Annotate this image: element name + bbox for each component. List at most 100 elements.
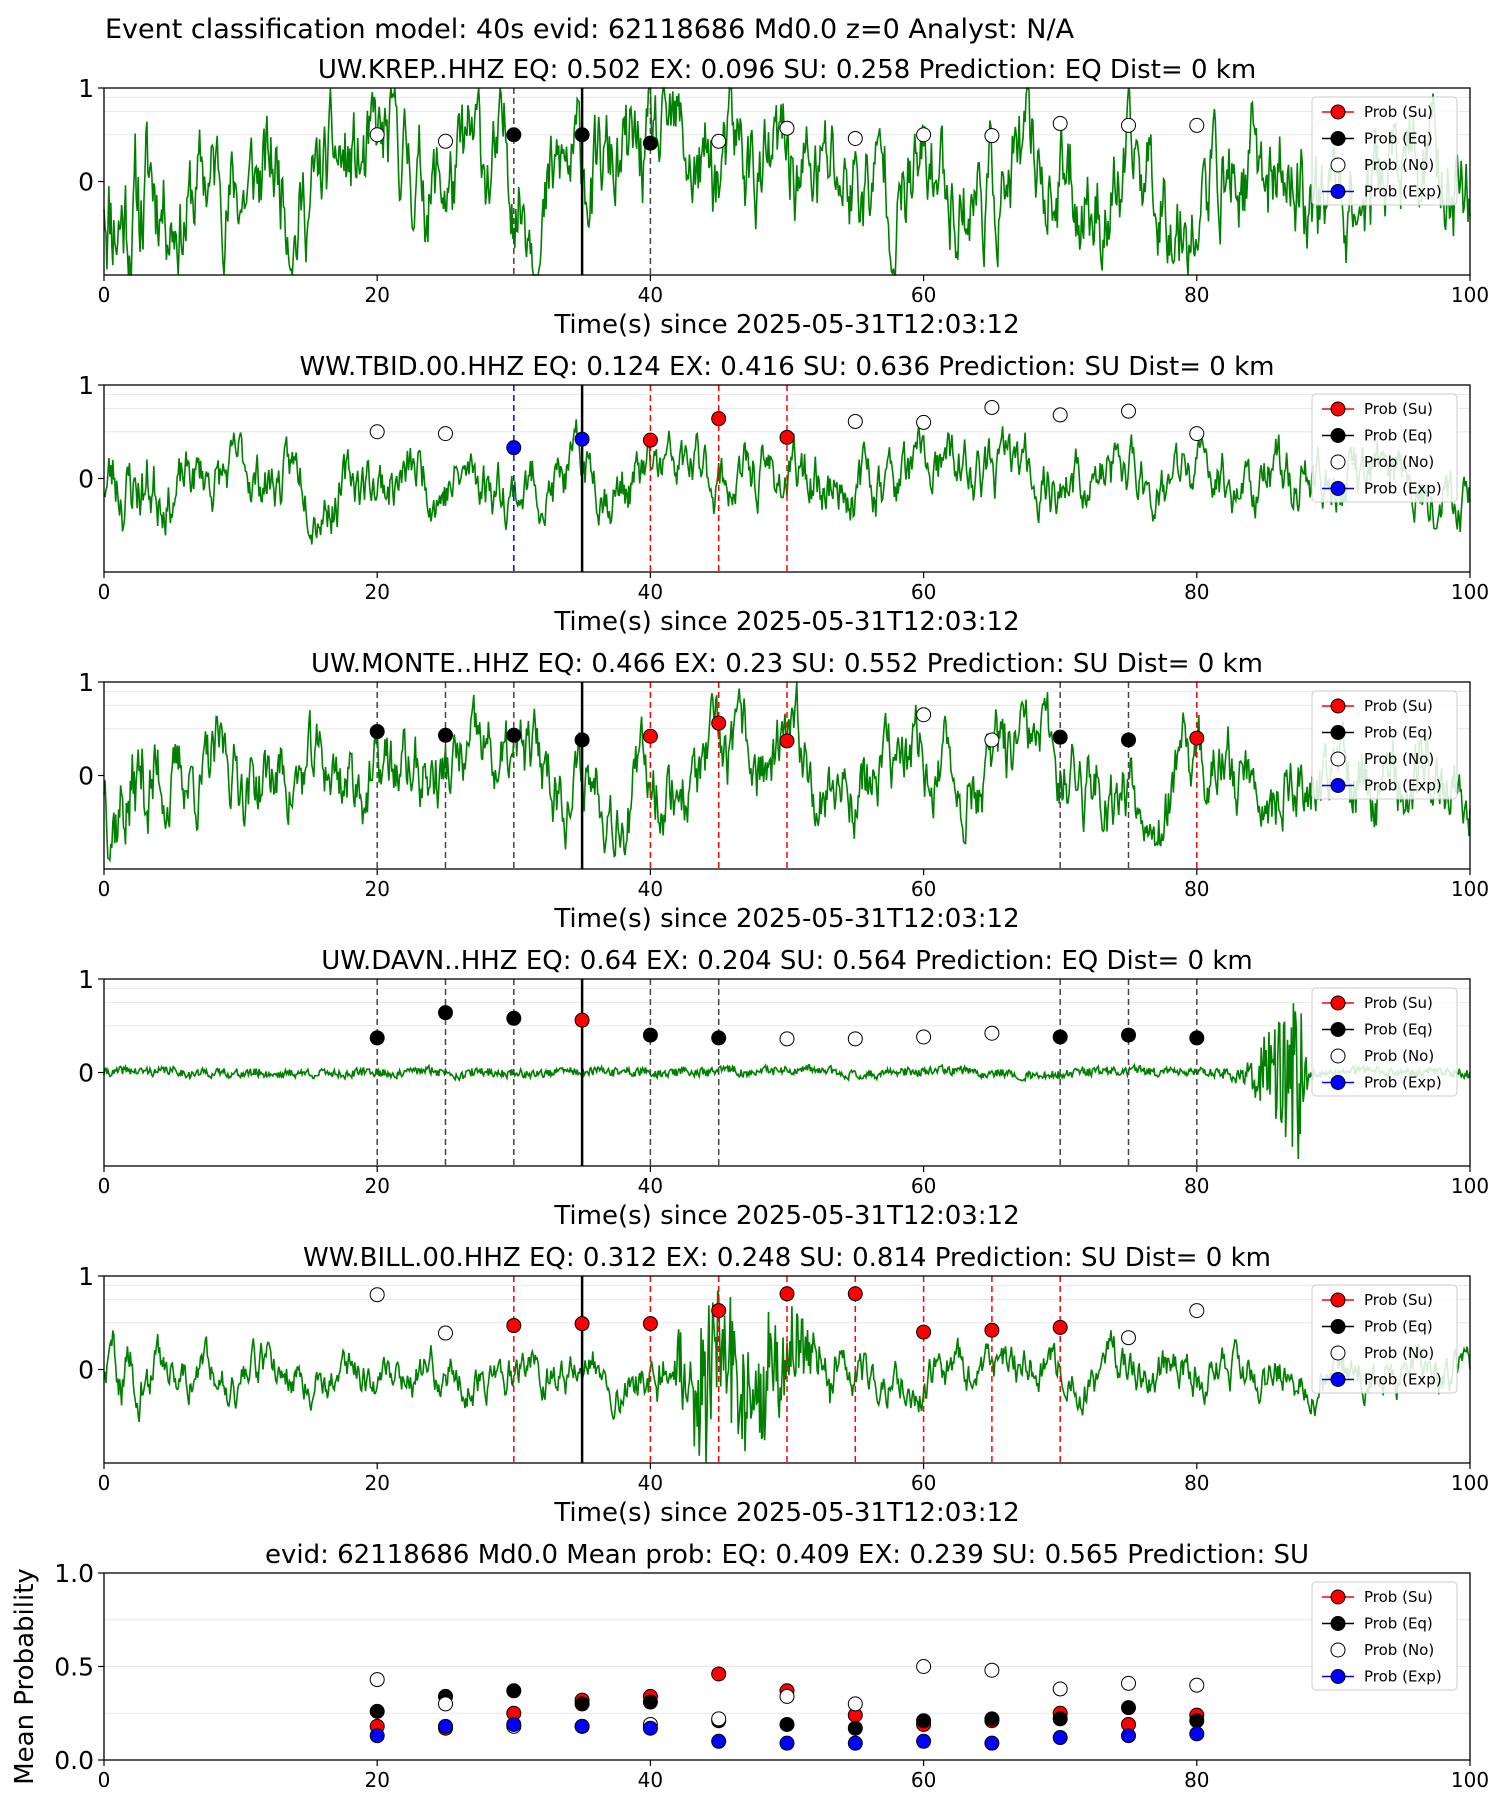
mean-point-no bbox=[711, 1711, 727, 1727]
y-tick-label: 0 bbox=[78, 168, 94, 197]
legend-label-no: Prob (No) bbox=[1364, 1047, 1434, 1065]
prob-point-no bbox=[847, 413, 863, 429]
mean-point-eq bbox=[847, 1720, 863, 1736]
x-tick-label: 0 bbox=[98, 1174, 111, 1198]
legend-marker-eq bbox=[1330, 725, 1346, 740]
legend-marker-su bbox=[1330, 1292, 1346, 1308]
prob-point-no bbox=[779, 1031, 795, 1047]
legend-marker-eq bbox=[1330, 1319, 1346, 1334]
prob-point-eq bbox=[642, 135, 658, 151]
prob-point-su bbox=[847, 1286, 863, 1302]
prob-point-su bbox=[711, 715, 727, 731]
prob-point-exp bbox=[574, 431, 590, 447]
x-tick-label: 20 bbox=[364, 283, 389, 307]
mean-point-exp bbox=[711, 1733, 727, 1749]
x-tick-label: 0 bbox=[98, 877, 111, 901]
mean-point-no bbox=[984, 1662, 1000, 1678]
x-tick-label: 80 bbox=[1184, 1174, 1209, 1198]
y-tick-label: 1 bbox=[78, 668, 94, 697]
mean-point-exp bbox=[916, 1733, 932, 1749]
x-tick-label: 60 bbox=[911, 1174, 936, 1198]
x-tick-label: 20 bbox=[364, 1768, 389, 1792]
legend-marker-eq bbox=[1330, 428, 1346, 443]
mean-point-eq bbox=[1121, 1700, 1136, 1716]
prob-point-su bbox=[574, 1316, 590, 1332]
prob-point-no bbox=[984, 399, 1000, 415]
prob-point-eq bbox=[1121, 732, 1136, 748]
x-tick-label: 40 bbox=[638, 1471, 663, 1495]
prob-point-no bbox=[1189, 426, 1205, 442]
legend-label-exp: Prob (Exp) bbox=[1364, 1668, 1442, 1686]
legend-marker-no bbox=[1330, 1345, 1346, 1361]
prob-point-no bbox=[847, 130, 863, 146]
x-tick-label: 0 bbox=[98, 1768, 111, 1792]
waveform-trace bbox=[103, 1290, 1471, 1464]
mean-point-eq bbox=[369, 1703, 385, 1719]
prob-point-no bbox=[847, 1031, 863, 1047]
prob-point-eq bbox=[1052, 1029, 1068, 1045]
x-tick-label: 60 bbox=[911, 877, 936, 901]
prob-point-su bbox=[1052, 1319, 1068, 1335]
x-tick-label: 0 bbox=[98, 1471, 111, 1495]
mean-point-eq bbox=[506, 1683, 522, 1699]
prob-point-no bbox=[1189, 1303, 1205, 1319]
prob-point-no bbox=[1121, 1330, 1136, 1346]
prob-point-eq bbox=[369, 1030, 385, 1046]
prob-point-eq bbox=[1121, 1027, 1136, 1043]
x-tick-label: 80 bbox=[1184, 1471, 1209, 1495]
prob-point-no bbox=[1052, 116, 1068, 132]
x-tick-label: 20 bbox=[364, 1471, 389, 1495]
waveform-trace bbox=[103, 1003, 1471, 1160]
x-tick-label: 60 bbox=[911, 580, 936, 604]
prob-point-eq bbox=[506, 727, 522, 743]
legend-label-su: Prob (Su) bbox=[1364, 1588, 1433, 1606]
prob-point-su bbox=[779, 429, 795, 445]
x-tick-label: 100 bbox=[1451, 283, 1489, 307]
prob-point-su bbox=[642, 728, 658, 744]
legend-marker-exp bbox=[1330, 184, 1346, 199]
prob-point-eq bbox=[1052, 729, 1068, 745]
legend-label-su: Prob (Su) bbox=[1364, 1291, 1433, 1309]
mean-point-no bbox=[369, 1672, 385, 1688]
legend-box bbox=[1311, 987, 1458, 1097]
y-tick-label: 1 bbox=[78, 965, 94, 994]
panel-title: UW.KREP..HHZ EQ: 0.502 EX: 0.096 SU: 0.2… bbox=[318, 55, 1256, 85]
x-tick-label: 60 bbox=[911, 1471, 936, 1495]
prob-point-no bbox=[916, 414, 932, 430]
panel-4: UW.DAVN..HHZ EQ: 0.64 EX: 0.204 SU: 0.56… bbox=[78, 946, 1489, 1231]
prob-point-no bbox=[1121, 403, 1136, 419]
prob-point-no bbox=[369, 424, 385, 440]
legend-label-eq: Prob (Eq) bbox=[1364, 1615, 1433, 1633]
legend-marker-eq bbox=[1330, 1616, 1346, 1631]
prob-point-su bbox=[779, 1286, 795, 1302]
prob-point-no bbox=[779, 120, 795, 136]
panel-title: WW.TBID.00.HHZ EQ: 0.124 EX: 0.416 SU: 0… bbox=[300, 352, 1275, 382]
prob-point-no bbox=[984, 1025, 1000, 1041]
x-tick-label: 0 bbox=[98, 283, 111, 307]
x-tick-label: 40 bbox=[638, 1174, 663, 1198]
legend-label-no: Prob (No) bbox=[1364, 750, 1434, 768]
prob-point-su bbox=[642, 432, 658, 448]
prob-point-eq bbox=[574, 732, 590, 748]
prob-point-no bbox=[916, 127, 932, 143]
legend-label-eq: Prob (Eq) bbox=[1364, 427, 1433, 445]
prob-point-no bbox=[438, 426, 453, 442]
x-tick-label: 80 bbox=[1184, 283, 1209, 307]
prob-point-no bbox=[711, 133, 727, 149]
mean-point-no bbox=[779, 1688, 795, 1704]
mean-point-no bbox=[847, 1696, 863, 1712]
prob-point-no bbox=[369, 127, 385, 143]
y-tick-label: 0 bbox=[78, 1356, 94, 1385]
mean-point-no bbox=[916, 1659, 932, 1674]
prob-point-no bbox=[1121, 117, 1136, 133]
mean-point-exp bbox=[1121, 1728, 1136, 1744]
prob-point-no bbox=[1189, 117, 1205, 133]
x-tick-label: 40 bbox=[638, 580, 663, 604]
waveform-trace bbox=[103, 86, 1471, 276]
prob-point-su bbox=[506, 1318, 522, 1334]
legend-marker-no bbox=[1330, 157, 1346, 173]
legend-label-exp: Prob (Exp) bbox=[1364, 1371, 1442, 1389]
mean-point-exp bbox=[574, 1718, 590, 1734]
y-tick-label: 0.5 bbox=[54, 1653, 94, 1682]
panel-6: evid: 62118686 Md0.0 Mean prob: EQ: 0.40… bbox=[10, 1540, 1489, 1792]
